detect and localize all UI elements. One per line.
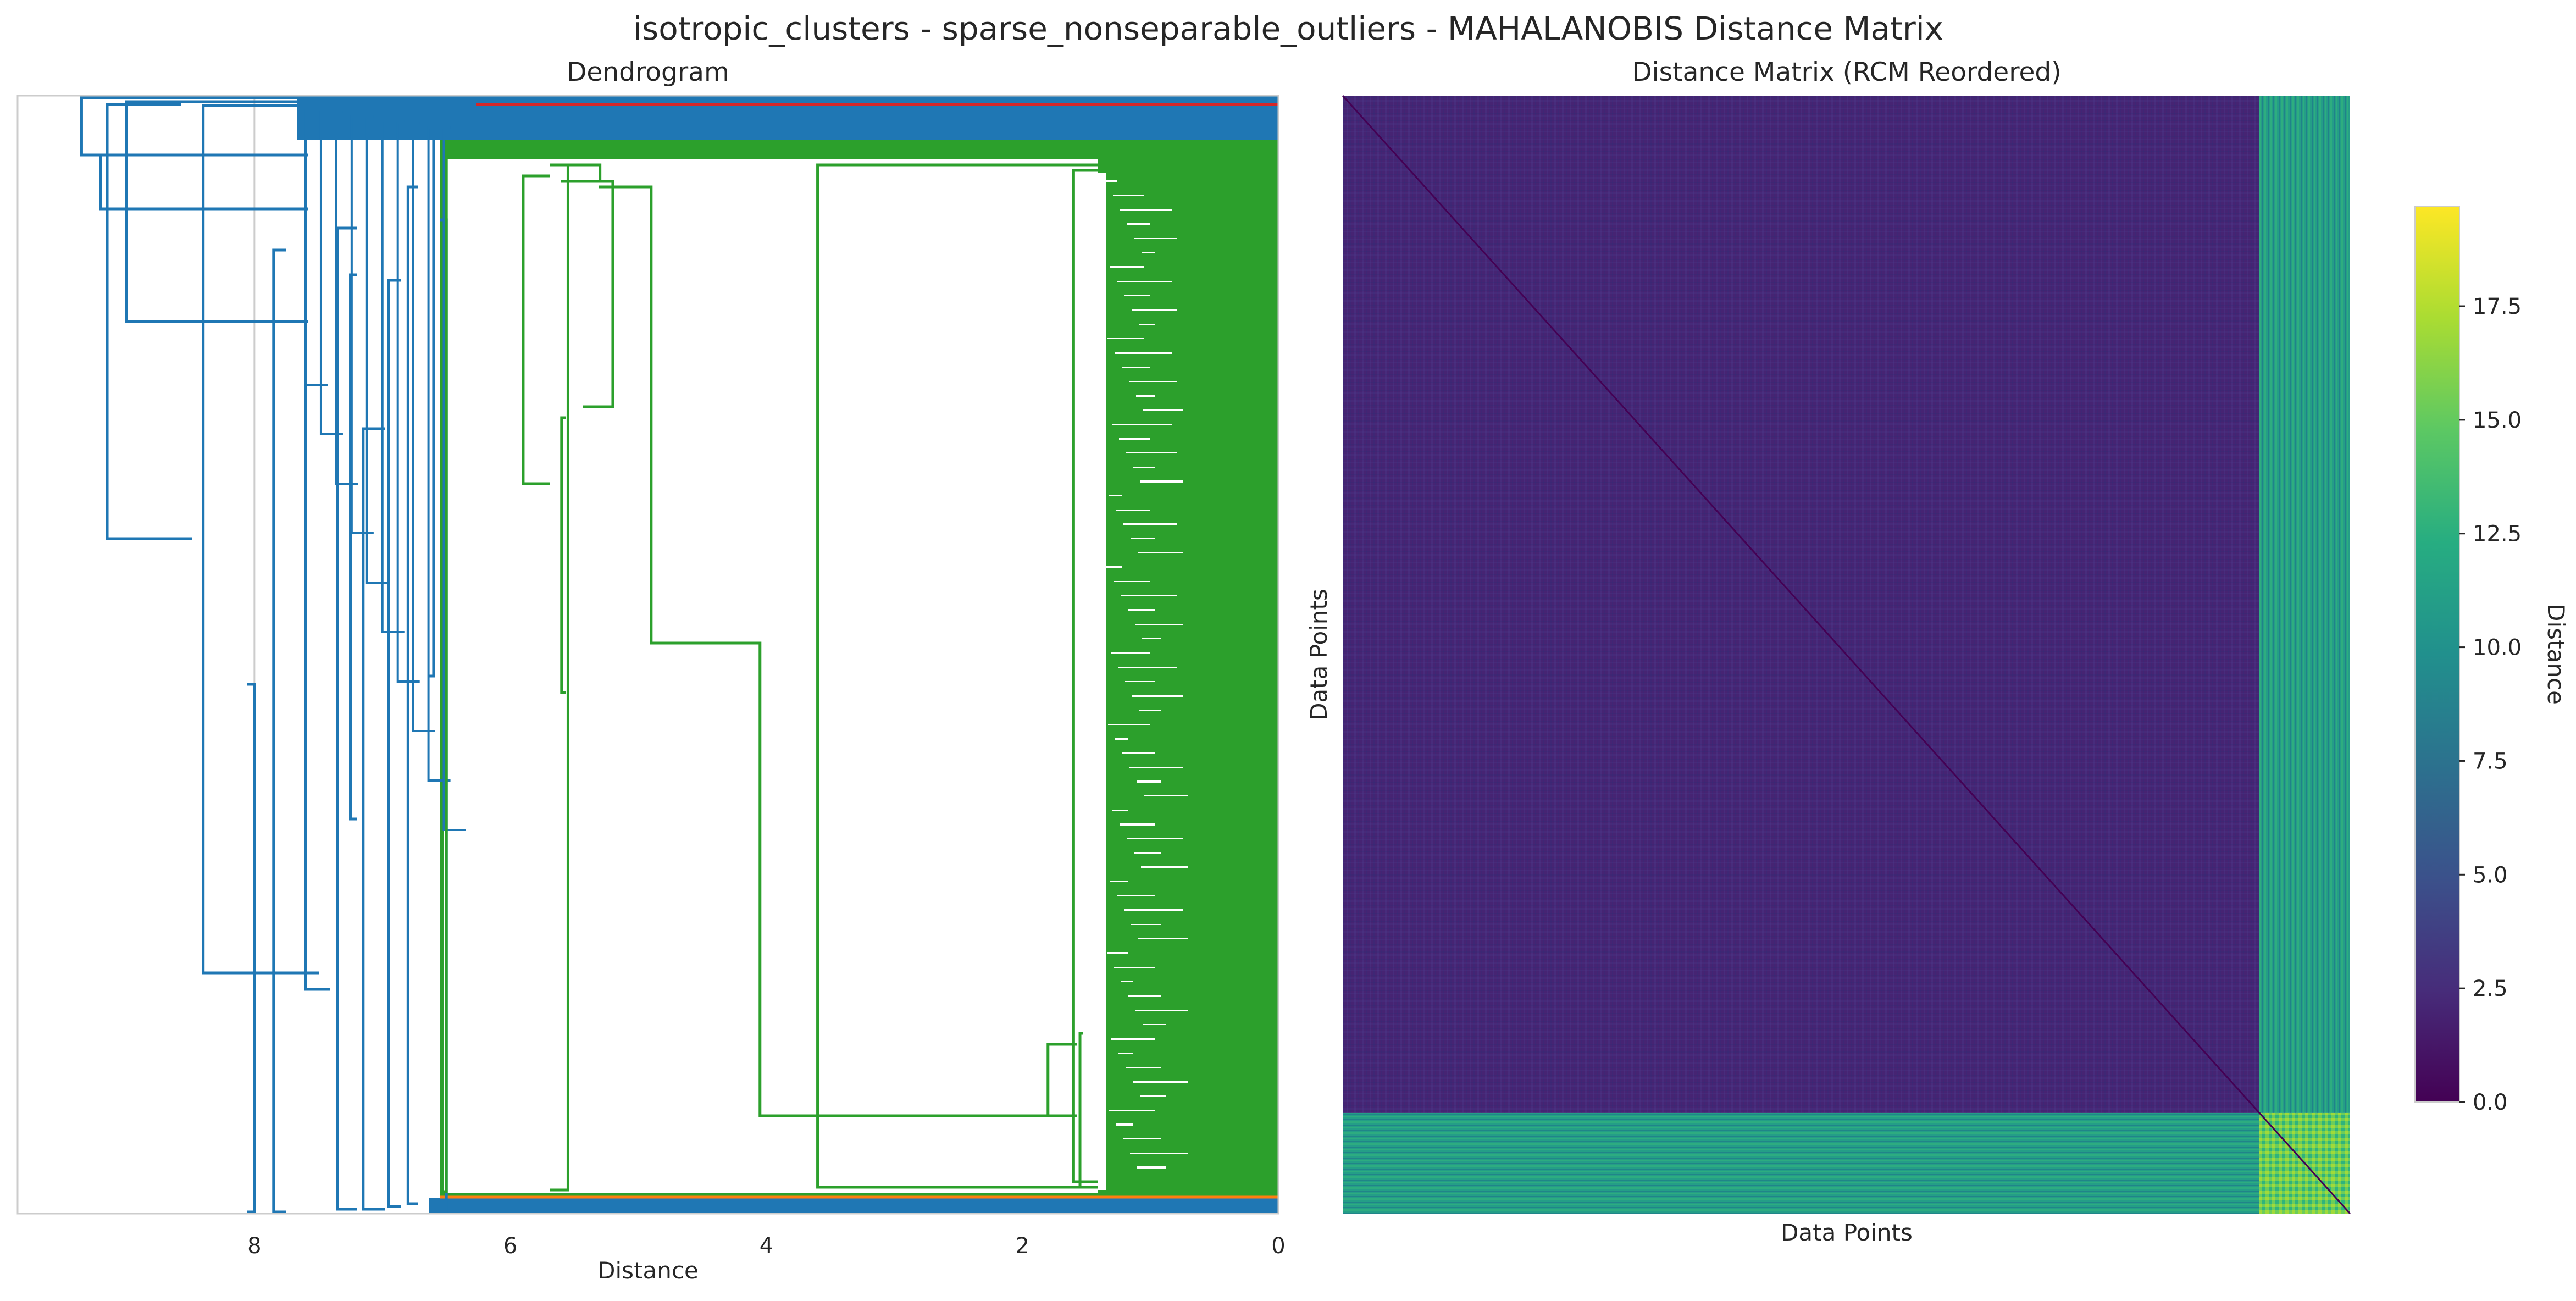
- colorbar-label: Distance: [2542, 604, 2569, 705]
- dendrogram-x-axis-label: Distance: [597, 1257, 699, 1284]
- colorbar-tick-label: 15.0: [2473, 408, 2522, 433]
- dendrogram-link: [522, 174, 550, 485]
- dendrogram-link: [349, 273, 357, 821]
- dendrogram-link: [335, 113, 358, 485]
- dendrogram-gap: [444, 159, 1098, 1193]
- dendrogram-link: [106, 103, 192, 540]
- dendrogram-x-tick-label: 0: [1271, 1233, 1285, 1259]
- heatmap-x-axis-label: Data Points: [1781, 1219, 1913, 1246]
- dendrogram-link: [1072, 169, 1098, 1183]
- dendrogram-link: [412, 124, 435, 732]
- dendrogram-x-tick-label: 8: [247, 1233, 261, 1259]
- dendrogram-link: [272, 248, 286, 1214]
- dendrogram-link: [440, 142, 473, 1193]
- colorbar: [2414, 206, 2460, 1103]
- dendrogram-link: [304, 109, 328, 386]
- dendrogram-x-tick-label: 6: [503, 1233, 517, 1259]
- dendrogram-link: [381, 120, 405, 633]
- dendrogram-x-tick-label: 2: [1015, 1233, 1029, 1259]
- dendrogram-link: [560, 416, 566, 694]
- dendrogram-gap: [1098, 173, 1106, 1190]
- dendrogram-bottom-band: [429, 1198, 1278, 1214]
- colorbar-tick-label: 2.5: [2473, 976, 2508, 1001]
- heatmap-title: Distance Matrix (RCM Reordered): [1632, 57, 2061, 87]
- dendrogram-link: [550, 163, 569, 1192]
- colorbar-tick-label: 10.0: [2473, 635, 2522, 661]
- colorbar-tick-label: 7.5: [2473, 749, 2508, 774]
- dendrogram-title: Dendrogram: [567, 57, 729, 87]
- dendrogram-link: [365, 118, 389, 584]
- heatmap-bottom-texture: [1343, 1112, 2260, 1214]
- dendrogram-link: [319, 111, 343, 435]
- dendrogram-link: [753, 641, 1055, 1117]
- dendrogram-link: [350, 115, 374, 534]
- heatmap-y-axis-label: Data Points: [1305, 589, 1332, 721]
- dendrogram-link: [362, 427, 385, 1211]
- dendrogram-link: [396, 122, 420, 683]
- heatmap-chart: Distance Matrix (RCM Reordered) Data Poi…: [1305, 57, 2569, 1246]
- dendrogram-link: [297, 103, 330, 991]
- dendrogram-link: [247, 683, 256, 1214]
- heatmap-cells: [1342, 95, 2351, 1215]
- colorbar-ticks: 0.0 2.5 5.0 7.5 10.0 12.5 15.0 17.5: [2459, 294, 2522, 1115]
- colorbar-tick-label: 12.5: [2473, 522, 2522, 547]
- colorbar-tick-label: 0.0: [2473, 1090, 2508, 1115]
- dendrogram-link: [1046, 1043, 1077, 1117]
- colorbar-tick-label: 5.0: [2473, 862, 2508, 888]
- dendrogram-link: [816, 163, 1098, 1189]
- dendrogram-link: [125, 100, 308, 323]
- heatmap-right-texture: [2259, 96, 2350, 1113]
- dendrogram-link: [599, 185, 753, 645]
- dendrogram-link: [561, 163, 602, 183]
- colorbar-tick-label: 17.5: [2473, 294, 2522, 319]
- dendrogram-link: [427, 126, 451, 782]
- dendrogram-link: [429, 136, 435, 678]
- heatmap-diagonal: [1342, 95, 2351, 1215]
- dendrogram-link: [387, 279, 401, 1208]
- dendrogram-chart: Dendrogram 8 6 4 2 0 Distance: [16, 57, 1286, 1284]
- dendrogram-x-ticks: 8 6 4 2 0: [247, 1233, 1286, 1259]
- dendrogram-frame: [16, 95, 1279, 1215]
- dendrogram-link: [583, 180, 614, 408]
- dendrogram-link: [442, 129, 466, 831]
- dendrogram-top-band: [297, 96, 1278, 140]
- dendrogram-x-tick-label: 4: [760, 1233, 773, 1259]
- dendrogram-links: [80, 96, 1278, 1214]
- dendrogram-link: [336, 226, 357, 1211]
- dendrogram-link: [202, 104, 319, 975]
- figure-title: isotropic_clusters - sparse_nonseparable…: [633, 10, 1943, 47]
